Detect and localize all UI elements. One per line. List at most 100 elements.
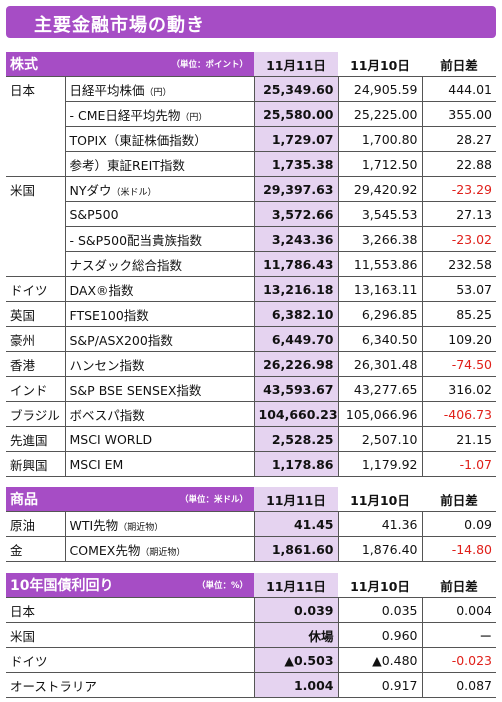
- col-header-date1: 11月11日: [254, 52, 338, 77]
- value-current: 1,729.07: [254, 126, 339, 152]
- value-previous: 1,876.40: [338, 536, 423, 562]
- value-current: 13,216.18: [254, 276, 339, 302]
- region-cell: [6, 201, 66, 227]
- region-cell: [6, 151, 66, 177]
- value-current: 3,572.66: [254, 201, 339, 227]
- value-previous: 2,507.10: [338, 426, 423, 452]
- col-header-date1: 11月11日: [254, 573, 339, 598]
- value-change: 85.25: [422, 301, 496, 327]
- region-cell: 香港: [6, 351, 66, 377]
- value-change: 0.004: [422, 597, 497, 623]
- bonds-section-header: 10年国債利回り （単位：%）: [6, 573, 255, 598]
- col-header-change: 前日差: [422, 487, 496, 512]
- value-previous: ▲0.480: [338, 647, 423, 673]
- table-row: - S&P500配当貴族指数 3,243.36 3,266.38 -23.02: [6, 226, 496, 252]
- value-change: 0.09: [422, 511, 496, 537]
- commodities-header-row: 商品 （単位：米ドル） 11月11日 11月10日 前日差: [6, 487, 496, 512]
- instrument-name: 日経平均株価: [69, 82, 145, 98]
- value-change: 28.27: [422, 126, 496, 152]
- value-previous: 6,340.50: [338, 326, 423, 352]
- instrument-name: ナスダック総合指数: [69, 257, 183, 273]
- region-cell: 英国: [6, 301, 66, 327]
- value-previous: 11,553.86: [338, 251, 423, 277]
- value-previous: 1,700.80: [338, 126, 423, 152]
- instrument-note: （期近物）: [140, 547, 186, 558]
- region-cell: [6, 101, 66, 127]
- instrument-name: FTSE100指数: [69, 307, 149, 323]
- table-row: S&P500 3,572.66 3,545.53 27.13: [6, 201, 496, 227]
- table-row: 米国 NYダウ（米ドル） 29,397.63 29,420.92 -23.29: [6, 176, 496, 202]
- value-current: 11,786.43: [254, 251, 339, 277]
- table-row: 豪州 S&P/ASX200指数 6,449.70 6,340.50 109.20: [6, 326, 496, 352]
- value-change: 21.15: [422, 426, 496, 452]
- col-header-change: 前日差: [422, 573, 497, 598]
- value-current: 104,660.23: [254, 401, 339, 427]
- equities-header-row: 株式 （単位：ポイント） 11月11日 11月10日 前日差: [6, 52, 496, 77]
- instrument-name-cell: ボベスパ指数: [65, 401, 255, 427]
- table-row: ドイツ DAX®指数 13,216.18 13,163.11 53.07: [6, 276, 496, 302]
- instrument-name: ハンセン指数: [69, 357, 145, 373]
- value-current: 26,226.98: [254, 351, 339, 377]
- value-current: 0.039: [254, 597, 339, 623]
- instrument-name: MSCI EM: [69, 456, 124, 472]
- instrument-name: S&P BSE SENSEX指数: [69, 382, 202, 398]
- instrument-name: NYダウ: [69, 182, 112, 198]
- instrument-name: - S&P500配当貴族指数: [69, 232, 203, 248]
- value-change: 0.087: [422, 672, 497, 698]
- col-header-date2: 11月10日: [338, 52, 422, 77]
- col-header-date1: 11月11日: [254, 487, 338, 512]
- region-cell: 日本: [6, 76, 66, 102]
- value-change: 355.00: [422, 101, 496, 127]
- region-cell: 米国: [6, 176, 66, 202]
- region-cell: ドイツ: [6, 647, 255, 673]
- region-cell: [6, 126, 66, 152]
- instrument-name-cell: - S&P500配当貴族指数: [65, 226, 255, 252]
- value-previous: 0.960: [338, 622, 423, 648]
- value-change: 444.01: [422, 76, 496, 102]
- instrument-note: （米ドル）: [111, 187, 157, 198]
- value-previous: 105,066.96: [338, 401, 423, 427]
- value-current: 41.45: [254, 511, 339, 537]
- instrument-name-cell: TOPIX（東証株価指数）: [65, 126, 255, 152]
- value-previous: 24,905.59: [338, 76, 423, 102]
- region-cell: [6, 226, 66, 252]
- instrument-name-cell: COMEX先物（期近物）: [65, 536, 255, 562]
- table-row: TOPIX（東証株価指数） 1,729.07 1,700.80 28.27: [6, 126, 496, 152]
- table-row: 先進国 MSCI WORLD 2,528.25 2,507.10 21.15: [6, 426, 496, 452]
- col-header-date2: 11月10日: [338, 573, 423, 598]
- table-row: インド S&P BSE SENSEX指数 43,593.67 43,277.65 316…: [6, 376, 496, 402]
- table-row: 金 COMEX先物（期近物） 1,861.60 1,876.40 -14.80: [6, 536, 496, 562]
- bonds-table: 10年国債利回り （単位：%） 11月11日 11月10日 前日差 日本 0.03…: [6, 573, 497, 698]
- value-previous: 0.035: [338, 597, 423, 623]
- table-row: オーストラリア 1.004 0.917 0.087: [6, 672, 497, 698]
- region-cell: 新興国: [6, 451, 66, 477]
- commodities-table: 商品 （単位：米ドル） 11月11日 11月10日 前日差 原油 WTI先物（期近…: [6, 487, 496, 562]
- instrument-name: DAX®指数: [69, 282, 134, 298]
- region-cell: 米国: [6, 622, 255, 648]
- value-current: 休場: [254, 622, 339, 648]
- value-current: 25,580.00: [254, 101, 339, 127]
- value-previous: 13,163.11: [338, 276, 423, 302]
- region-cell: ブラジル: [6, 401, 66, 427]
- instrument-name-cell: S&P/ASX200指数: [65, 326, 255, 352]
- value-change: 316.02: [422, 376, 496, 402]
- instrument-name: 参考）東証REIT指数: [69, 157, 185, 173]
- region-cell: オーストラリア: [6, 672, 255, 698]
- commodities-section-header: 商品 （単位：米ドル）: [6, 487, 254, 512]
- value-previous: 1,179.92: [338, 451, 423, 477]
- value-previous: 1,712.50: [338, 151, 423, 177]
- region-cell: [6, 251, 66, 277]
- table-row: 新興国 MSCI EM 1,178.86 1,179.92 -1.07: [6, 451, 496, 477]
- value-current: 6,449.70: [254, 326, 339, 352]
- instrument-name: ボベスパ指数: [69, 407, 145, 423]
- instrument-name-cell: - CME日経平均先物（円）: [65, 101, 255, 127]
- section-label: 10年国債利回り: [10, 578, 114, 594]
- value-change: -14.80: [422, 536, 496, 562]
- table-row: ナスダック総合指数 11,786.43 11,553.86 232.58: [6, 251, 496, 277]
- value-current: 6,382.10: [254, 301, 339, 327]
- col-header-date2: 11月10日: [338, 487, 422, 512]
- value-change: 53.07: [422, 276, 496, 302]
- instrument-name-cell: DAX®指数: [65, 276, 255, 302]
- value-current: 1,178.86: [254, 451, 339, 477]
- table-row: 英国 FTSE100指数 6,382.10 6,296.85 85.25: [6, 301, 496, 327]
